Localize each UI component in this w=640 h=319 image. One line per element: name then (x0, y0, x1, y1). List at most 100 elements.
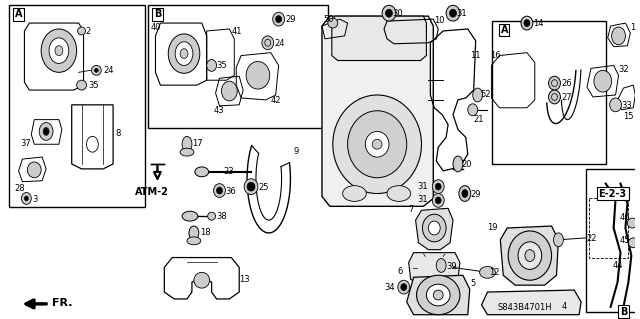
Ellipse shape (207, 212, 216, 220)
Ellipse shape (328, 18, 338, 28)
Text: 41: 41 (231, 27, 242, 36)
Ellipse shape (28, 162, 41, 178)
Bar (589, 198, 628, 257)
Ellipse shape (182, 136, 192, 152)
Text: 18: 18 (200, 228, 211, 237)
Ellipse shape (187, 237, 201, 245)
Ellipse shape (194, 272, 210, 288)
Ellipse shape (401, 284, 406, 291)
Ellipse shape (473, 88, 483, 102)
Text: 40: 40 (150, 23, 161, 32)
Ellipse shape (548, 90, 561, 104)
Ellipse shape (55, 46, 63, 56)
Ellipse shape (468, 104, 477, 116)
Text: E-2-3: E-2-3 (598, 189, 627, 198)
Ellipse shape (24, 196, 28, 201)
Polygon shape (406, 275, 470, 315)
Text: 4: 4 (561, 302, 566, 311)
Text: 29: 29 (471, 189, 481, 198)
Text: 17: 17 (192, 139, 202, 148)
Ellipse shape (77, 80, 86, 90)
Ellipse shape (433, 180, 444, 194)
Text: 21: 21 (474, 115, 484, 124)
Ellipse shape (180, 148, 194, 156)
Text: 24: 24 (103, 66, 114, 75)
Text: 50: 50 (323, 15, 333, 24)
Text: 31: 31 (418, 196, 428, 204)
Ellipse shape (387, 186, 411, 201)
Ellipse shape (554, 233, 563, 247)
Text: 43: 43 (214, 106, 224, 115)
Ellipse shape (610, 98, 621, 112)
Ellipse shape (348, 111, 406, 178)
Ellipse shape (221, 81, 237, 101)
Ellipse shape (372, 139, 382, 149)
Ellipse shape (479, 266, 495, 278)
Bar (148, 5, 328, 129)
Ellipse shape (436, 258, 446, 272)
Text: 46: 46 (620, 213, 630, 222)
Ellipse shape (182, 211, 198, 221)
Ellipse shape (628, 238, 638, 248)
Text: 28: 28 (15, 184, 25, 193)
Ellipse shape (342, 186, 366, 201)
Bar (586, 169, 640, 312)
Text: 35: 35 (216, 62, 227, 70)
Text: B: B (620, 307, 627, 317)
Ellipse shape (94, 68, 99, 72)
Ellipse shape (426, 284, 450, 306)
Text: 34: 34 (384, 283, 395, 292)
Polygon shape (500, 226, 559, 285)
Text: ATM-2: ATM-2 (135, 187, 169, 197)
Ellipse shape (612, 27, 625, 45)
Ellipse shape (435, 183, 441, 190)
Ellipse shape (92, 65, 101, 75)
Text: 12: 12 (490, 268, 500, 278)
Text: 25: 25 (258, 183, 268, 192)
Ellipse shape (214, 184, 225, 197)
Ellipse shape (382, 5, 396, 21)
Ellipse shape (428, 221, 440, 235)
Bar (9, 5, 145, 207)
Text: 32: 32 (618, 65, 629, 74)
Text: 11: 11 (470, 51, 480, 60)
Ellipse shape (168, 34, 200, 73)
Text: 44: 44 (613, 261, 623, 270)
Text: 27: 27 (561, 93, 572, 102)
Text: 14: 14 (533, 19, 543, 28)
Ellipse shape (433, 290, 443, 300)
Text: 42: 42 (271, 96, 281, 105)
Text: 36: 36 (225, 187, 236, 196)
Text: A: A (500, 25, 508, 35)
Ellipse shape (518, 242, 541, 269)
Text: 19: 19 (487, 223, 497, 232)
Ellipse shape (39, 122, 53, 140)
Ellipse shape (86, 136, 99, 152)
Ellipse shape (398, 280, 410, 294)
Ellipse shape (508, 231, 552, 280)
Text: S843B4701H: S843B4701H (497, 303, 552, 312)
Ellipse shape (462, 189, 468, 197)
Text: 33: 33 (621, 101, 632, 110)
Ellipse shape (449, 9, 456, 17)
Ellipse shape (180, 49, 188, 58)
Text: 23: 23 (223, 167, 234, 176)
Ellipse shape (216, 187, 223, 194)
Ellipse shape (43, 128, 49, 135)
Ellipse shape (627, 218, 637, 228)
Ellipse shape (446, 5, 460, 21)
Text: 22: 22 (586, 234, 596, 243)
Ellipse shape (548, 76, 561, 90)
Text: FR.: FR. (52, 298, 72, 308)
Ellipse shape (189, 226, 199, 240)
Ellipse shape (49, 38, 68, 63)
Text: 37: 37 (20, 139, 31, 148)
Ellipse shape (244, 179, 258, 195)
Ellipse shape (22, 193, 31, 204)
Text: 2: 2 (86, 27, 91, 36)
Ellipse shape (417, 275, 460, 315)
Text: 3: 3 (32, 195, 38, 204)
Ellipse shape (422, 214, 446, 242)
Ellipse shape (247, 182, 255, 191)
Ellipse shape (524, 19, 530, 26)
